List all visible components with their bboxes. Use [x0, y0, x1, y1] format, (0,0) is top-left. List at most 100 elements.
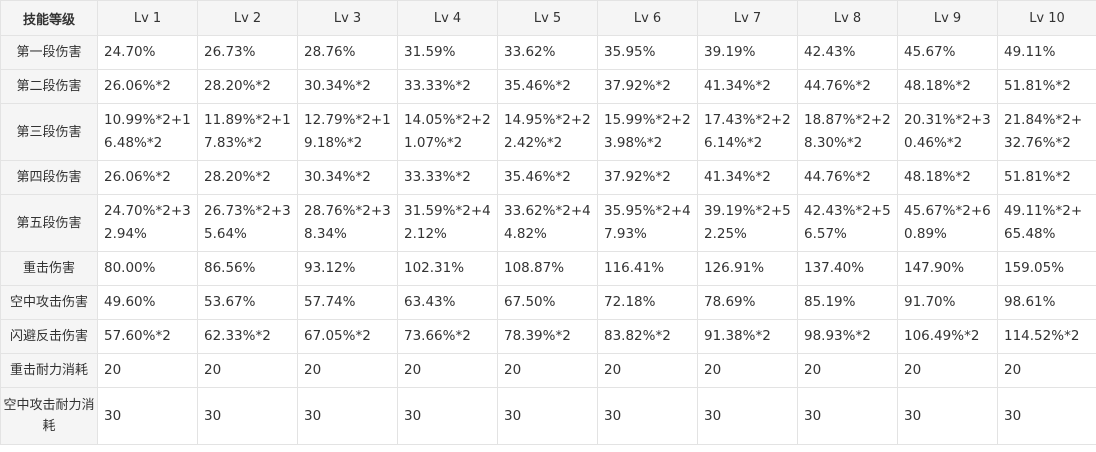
row-label: 第五段伤害 [0, 194, 98, 252]
table-cell: 45.67%*2+60.89% [897, 194, 998, 252]
row-label: 闪避反击伤害 [0, 319, 98, 354]
table-cell: 28.76%*2+38.34% [297, 194, 398, 252]
table-cell: 41.34%*2 [697, 69, 798, 104]
table-cell: 18.87%*2+28.30%*2 [797, 103, 898, 161]
table-cell: 51.81%*2 [997, 69, 1096, 104]
table-cell: 91.70% [897, 285, 998, 320]
table-cell: 93.12% [297, 251, 398, 286]
table-cell: 42.43% [797, 35, 898, 70]
table-cell: 147.90% [897, 251, 998, 286]
table-cell: 57.74% [297, 285, 398, 320]
table-cell: 26.06%*2 [97, 69, 198, 104]
table-row: 闪避反击伤害 57.60%*2 62.33%*2 67.05%*2 73.66%… [0, 319, 1096, 354]
corner-header: 技能等级 [0, 0, 98, 36]
table-cell: 33.33%*2 [397, 69, 498, 104]
table-cell: 53.67% [197, 285, 298, 320]
table-cell: 26.73% [197, 35, 298, 70]
table-cell: 49.11%*2+65.48% [997, 194, 1096, 252]
row-label: 空中攻击伤害 [0, 285, 98, 320]
table-cell: 21.84%*2+32.76%*2 [997, 103, 1096, 161]
table-cell: 30 [797, 387, 898, 445]
table-cell: 106.49%*2 [897, 319, 998, 354]
table-cell: 35.95% [597, 35, 698, 70]
table-cell: 102.31% [397, 251, 498, 286]
table-cell: 30 [97, 387, 198, 445]
table-cell: 72.18% [597, 285, 698, 320]
table-cell: 37.92%*2 [597, 160, 698, 195]
table-cell: 30 [997, 387, 1096, 445]
table-row: 第三段伤害 10.99%*2+16.48%*2 11.89%*2+17.83%*… [0, 103, 1096, 161]
table-cell: 30 [497, 387, 598, 445]
level-header: Lv 4 [397, 0, 498, 36]
table-cell: 41.34%*2 [697, 160, 798, 195]
table-cell: 44.76%*2 [797, 69, 898, 104]
table-cell: 85.19% [797, 285, 898, 320]
table-cell: 30 [397, 387, 498, 445]
table-cell: 24.70% [97, 35, 198, 70]
table-cell: 33.62%*2+44.82% [497, 194, 598, 252]
row-label: 第三段伤害 [0, 103, 98, 161]
table-cell: 30 [297, 387, 398, 445]
table-cell: 30 [197, 387, 298, 445]
table-body: 第一段伤害 24.70% 26.73% 28.76% 31.59% 33.62%… [0, 35, 1096, 445]
table-cell: 49.11% [997, 35, 1096, 70]
table-cell: 45.67% [897, 35, 998, 70]
table-cell: 91.38%*2 [697, 319, 798, 354]
table-cell: 37.92%*2 [597, 69, 698, 104]
table-cell: 26.73%*2+35.64% [197, 194, 298, 252]
level-header: Lv 8 [797, 0, 898, 36]
table-cell: 12.79%*2+19.18%*2 [297, 103, 398, 161]
table-cell: 80.00% [97, 251, 198, 286]
level-header: Lv 2 [197, 0, 298, 36]
table-header: 技能等级 Lv 1 Lv 2 Lv 3 Lv 4 Lv 5 Lv 6 Lv 7 … [0, 0, 1096, 36]
table-row: 第四段伤害 26.06%*2 28.20%*2 30.34%*2 33.33%*… [0, 160, 1096, 195]
table-cell: 20 [897, 353, 998, 388]
table-cell: 116.41% [597, 251, 698, 286]
table-cell: 39.19%*2+52.25% [697, 194, 798, 252]
row-label: 第一段伤害 [0, 35, 98, 70]
table-cell: 86.56% [197, 251, 298, 286]
table-cell: 83.82%*2 [597, 319, 698, 354]
table-cell: 28.76% [297, 35, 398, 70]
table-cell: 10.99%*2+16.48%*2 [97, 103, 198, 161]
row-label: 空中攻击耐力消耗 [0, 387, 98, 445]
table-cell: 35.46%*2 [497, 69, 598, 104]
table-cell: 11.89%*2+17.83%*2 [197, 103, 298, 161]
table-cell: 98.61% [997, 285, 1096, 320]
table-cell: 28.20%*2 [197, 160, 298, 195]
table-cell: 137.40% [797, 251, 898, 286]
table-cell: 48.18%*2 [897, 160, 998, 195]
table-cell: 20.31%*2+30.46%*2 [897, 103, 998, 161]
row-label: 重击伤害 [0, 251, 98, 286]
table-cell: 35.46%*2 [497, 160, 598, 195]
table-cell: 63.43% [397, 285, 498, 320]
table-row: 第一段伤害 24.70% 26.73% 28.76% 31.59% 33.62%… [0, 35, 1096, 70]
level-header: Lv 6 [597, 0, 698, 36]
table-cell: 20 [297, 353, 398, 388]
table-cell: 17.43%*2+26.14%*2 [697, 103, 798, 161]
row-label: 第二段伤害 [0, 69, 98, 104]
table-cell: 48.18%*2 [897, 69, 998, 104]
header-row: 技能等级 Lv 1 Lv 2 Lv 3 Lv 4 Lv 5 Lv 6 Lv 7 … [0, 0, 1096, 36]
table-cell: 14.95%*2+22.42%*2 [497, 103, 598, 161]
table-cell: 73.66%*2 [397, 319, 498, 354]
table-cell: 33.62% [497, 35, 598, 70]
table-cell: 108.87% [497, 251, 598, 286]
level-header: Lv 10 [997, 0, 1096, 36]
table-cell: 20 [997, 353, 1096, 388]
table-cell: 30 [597, 387, 698, 445]
table-cell: 20 [597, 353, 698, 388]
table-cell: 67.50% [497, 285, 598, 320]
table-cell: 78.69% [697, 285, 798, 320]
table-cell: 78.39%*2 [497, 319, 598, 354]
table-cell: 51.81%*2 [997, 160, 1096, 195]
table-cell: 114.52%*2 [997, 319, 1096, 354]
table-cell: 30 [697, 387, 798, 445]
row-label: 第四段伤害 [0, 160, 98, 195]
table-cell: 31.59%*2+42.12% [397, 194, 498, 252]
table-cell: 26.06%*2 [97, 160, 198, 195]
table-cell: 20 [397, 353, 498, 388]
table-cell: 49.60% [97, 285, 198, 320]
table-cell: 159.05% [997, 251, 1096, 286]
table-cell: 20 [697, 353, 798, 388]
